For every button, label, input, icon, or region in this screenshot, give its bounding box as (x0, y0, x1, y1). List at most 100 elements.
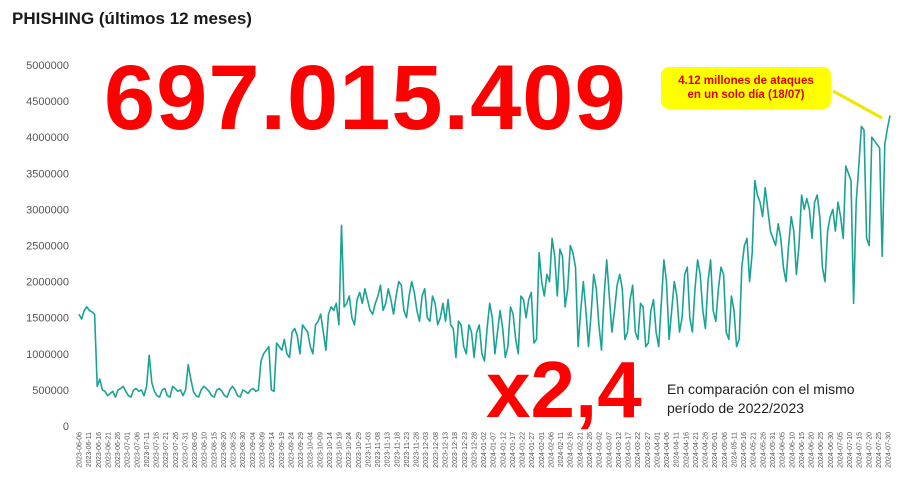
y-tick-label: 3000000 (26, 204, 69, 216)
x-tick-label: 2024-02-06 (548, 432, 555, 468)
y-tick-label: 3500000 (26, 168, 69, 180)
x-tick-label: 2024-05-01 (712, 432, 719, 468)
x-tick-label: 2023-12-08 (433, 432, 440, 468)
callout-line-1: 4.12 millones de ataques (678, 75, 814, 87)
x-tick-label: 2023-12-28 (471, 432, 478, 468)
x-tick-label: 2023-11-08 (375, 432, 382, 467)
y-tick-label: 0 (63, 421, 69, 433)
x-tick-label: 2024-01-22 (520, 432, 527, 468)
x-tick-label: 2023-10-14 (327, 432, 334, 468)
x-tick-label: 2023-10-19 (337, 432, 344, 468)
x-tick-label: 2023-08-30 (240, 432, 247, 468)
peak-day-callout: 4.12 millones de ataques en un solo día … (661, 67, 831, 109)
x-tick-label: 2024-04-26 (703, 432, 710, 468)
y-tick-label: 4500000 (26, 96, 69, 108)
x-axis: 2023-06-06 2023-06-11 2023-06-16 2023-06-21… (77, 432, 893, 468)
x-tick-label: 2023-11-03 (365, 432, 372, 467)
x-tick-label: 2023-06-26 (115, 432, 122, 468)
x-tick-label: 2024-05-21 (751, 432, 758, 468)
x-tick-label: 2023-09-04 (250, 432, 257, 468)
x-tick-label: 2024-04-06 (664, 432, 671, 468)
y-tick-label: 1500000 (26, 313, 69, 325)
x-tick-label: 2024-05-31 (770, 432, 777, 468)
y-tick-label: 2500000 (26, 241, 69, 253)
x-tick-label: 2024-06-20 (809, 432, 816, 468)
comparison-note: En comparación con el mismo período de 2… (667, 380, 855, 418)
x-tick-label: 2023-09-19 (279, 432, 286, 468)
x-tick-label: 2023-12-23 (462, 432, 469, 468)
x-tick-label: 2023-09-29 (298, 432, 305, 468)
callout-line-2: en un solo día (18/07) (687, 89, 805, 101)
x-tick-label: 2024-05-16 (741, 432, 748, 468)
x-tick-label: 2023-10-04 (308, 432, 315, 468)
x-tick-label: 2024-06-15 (799, 432, 806, 468)
comparison-line-2: período de 2022/2023 (667, 400, 805, 416)
y-tick-label: 1000000 (26, 349, 69, 361)
x-tick-label: 2023-08-10 (202, 432, 209, 468)
x-tick-label: 2024-02-11 (558, 432, 565, 467)
y-tick-label: 2000000 (26, 277, 69, 289)
x-tick-label: 2023-08-05 (192, 432, 199, 468)
x-tick-label: 2024-07-15 (857, 432, 864, 468)
x-tick-label: 2023-10-24 (346, 432, 353, 468)
x-tick-label: 2024-04-16 (683, 432, 690, 468)
x-tick-label: 2023-12-03 (423, 432, 430, 468)
x-tick-label: 2024-04-21 (693, 432, 700, 468)
x-tick-label: 2024-04-11 (674, 432, 681, 467)
x-tick-label: 2024-05-11 (731, 432, 738, 467)
page-title: PHISHING (últimos 12 meses) (12, 9, 252, 28)
x-tick-label: 2024-01-12 (500, 432, 507, 468)
callout-pointer (832, 89, 883, 120)
y-tick-label: 4000000 (26, 132, 69, 144)
x-tick-label: 2024-07-05 (837, 432, 844, 468)
x-tick-label: 2023-07-01 (125, 432, 132, 468)
x-tick-label: 2023-09-24 (288, 432, 295, 468)
x-tick-label: 2023-11-13 (385, 432, 392, 467)
x-tick-label: 2023-07-06 (134, 432, 141, 468)
series-lines (78, 115, 891, 398)
x-tick-label: 2024-03-27 (645, 432, 652, 468)
x-tick-label: 2023-07-26 (173, 432, 180, 468)
x-tick-label: 2024-03-07 (606, 432, 613, 468)
y-tick-label: 5000000 (26, 60, 69, 72)
x-tick-label: 2023-07-16 (154, 432, 161, 468)
total-attacks-figure: 697.015.409 (104, 47, 627, 149)
x-tick-label: 2024-06-25 (818, 432, 825, 468)
x-tick-label: 2024-01-17 (510, 432, 517, 468)
x-tick-label: 2024-02-21 (577, 432, 584, 468)
x-tick-label: 2023-12-13 (443, 432, 450, 468)
x-tick-label: 2023-09-09 (260, 432, 267, 468)
x-tick-label: 2023-10-09 (317, 432, 324, 468)
x-tick-label: 2023-08-15 (211, 432, 218, 468)
x-tick-label: 2023-09-14 (269, 432, 276, 468)
x-tick-label: 2024-06-10 (789, 432, 796, 468)
x-tick-label: 2023-07-11 (144, 432, 151, 467)
x-tick-label: 2024-07-25 (876, 432, 883, 468)
x-tick-label: 2023-11-18 (394, 432, 401, 467)
y-tick-label: 500000 (32, 385, 69, 397)
x-tick-label: 2023-11-28 (414, 432, 421, 467)
x-tick-label: 2023-06-21 (105, 432, 112, 468)
x-tick-label: 2023-06-06 (77, 432, 84, 468)
x-tick-label: 2023-07-31 (182, 432, 189, 468)
x-tick-label: 2024-07-30 (886, 432, 893, 468)
x-tick-label: 2023-06-11 (86, 432, 93, 467)
x-tick-label: 2023-12-18 (452, 432, 459, 468)
x-tick-label: 2024-07-10 (847, 432, 854, 468)
x-tick-label: 2024-07-20 (866, 432, 873, 468)
x-tick-label: 2024-02-26 (587, 432, 594, 468)
x-tick-label: 2024-01-02 (481, 432, 488, 468)
x-tick-label: 2024-04-01 (654, 432, 661, 468)
x-tick-label: 2024-03-22 (635, 432, 642, 468)
x-tick-label: 2024-03-02 (597, 432, 604, 468)
x-tick-label: 2024-01-07 (491, 432, 498, 468)
x-tick-label: 2024-02-01 (539, 432, 546, 468)
x-tick-label: 2024-02-16 (568, 432, 575, 468)
x-tick-label: 2024-05-06 (722, 432, 729, 468)
y-axis: 0 500000 1000000 1500000 2000000 2500000 30000… (26, 60, 69, 433)
x-tick-label: 2023-06-16 (96, 432, 103, 468)
x-tick-label: 2023-07-21 (163, 432, 170, 468)
x-tick-label: 2024-03-17 (626, 432, 633, 468)
phishing-series-line (78, 115, 891, 398)
